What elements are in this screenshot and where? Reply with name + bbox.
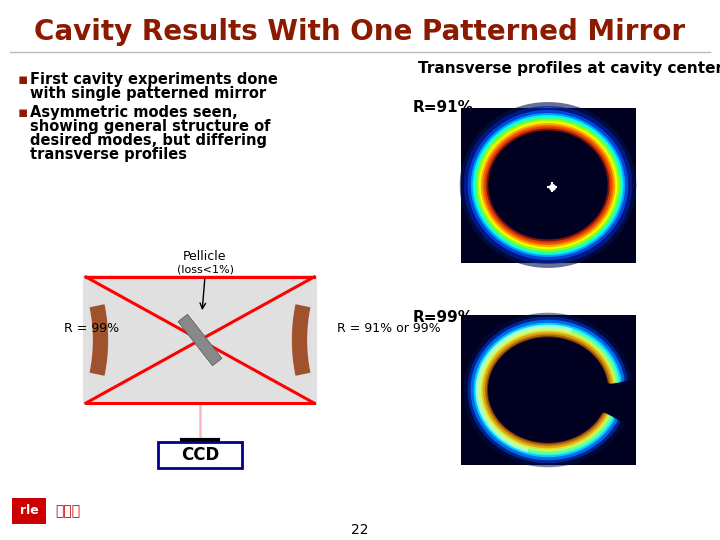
Text: (loss<1%): (loss<1%) — [176, 265, 233, 275]
Text: Transverse profiles at cavity center: Transverse profiles at cavity center — [418, 60, 720, 76]
Text: with single patterned mirror: with single patterned mirror — [30, 86, 266, 101]
Text: First cavity experiments done: First cavity experiments done — [30, 72, 278, 87]
Bar — [158, 442, 242, 468]
Text: Pellicle: Pellicle — [184, 250, 227, 263]
Bar — [83, 275, 317, 405]
Text: R=91%: R=91% — [413, 100, 474, 116]
Text: ▪: ▪ — [18, 105, 28, 120]
Text: desired modes, but differing: desired modes, but differing — [30, 133, 267, 148]
Text: CCD: CCD — [181, 446, 219, 464]
Text: R = 99%: R = 99% — [64, 321, 119, 334]
Text: showing general structure of: showing general structure of — [30, 119, 271, 134]
Text: Asymmetric modes seen,: Asymmetric modes seen, — [30, 105, 238, 120]
Text: 22: 22 — [351, 523, 369, 537]
Text: transverse profiles: transverse profiles — [30, 147, 187, 162]
Bar — [178, 314, 222, 366]
Bar — [461, 107, 636, 262]
Bar — [12, 498, 46, 524]
Text: rle: rle — [19, 504, 38, 517]
Text: ＭＩＴ: ＭＩＴ — [55, 504, 80, 518]
Text: R = 91% or 99%: R = 91% or 99% — [337, 321, 441, 334]
Text: R=99%: R=99% — [413, 310, 474, 326]
Text: Cavity Results With One Patterned Mirror: Cavity Results With One Patterned Mirror — [35, 18, 685, 46]
Text: ▪: ▪ — [18, 72, 28, 87]
Bar — [461, 315, 636, 465]
